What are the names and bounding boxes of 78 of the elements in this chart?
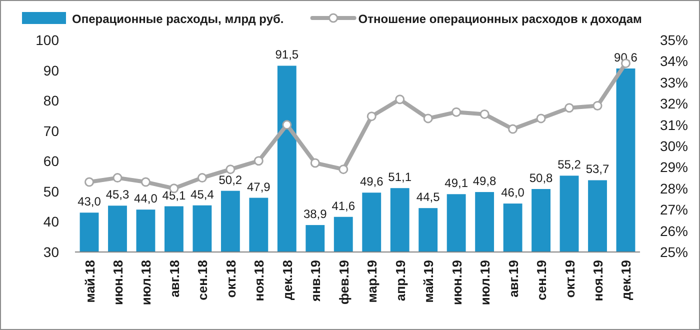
point <box>112 173 122 183</box>
legend-label: Операционные расходы, млрд руб. <box>72 12 284 26</box>
x-tick-label: сен.18 <box>195 260 210 300</box>
data-label: 38,9 <box>303 207 328 222</box>
x-tick-label: июн.19 <box>449 260 464 306</box>
x-tick-label: окт.18 <box>223 260 238 298</box>
data-label: 45,1 <box>162 188 186 202</box>
point <box>423 114 433 124</box>
x-tick-label: июл.19 <box>478 260 493 306</box>
x-tick-label: авг.19 <box>506 260 521 298</box>
data-label: 55,2 <box>558 158 582 172</box>
y-tick-label: 40 <box>43 214 60 230</box>
point <box>338 164 348 174</box>
legend-label: Отношение операционных расходов к доходам <box>358 12 642 26</box>
data-label: 91,5 <box>275 48 299 62</box>
data-label: 49,1 <box>444 176 468 190</box>
y-tick-label: 60 <box>43 153 60 170</box>
y2-tick-label: 26% <box>660 222 688 239</box>
point <box>366 112 376 122</box>
x-tick-label: июл.18 <box>138 260 154 306</box>
point <box>536 114 546 124</box>
y2-tick-label: 28% <box>660 180 688 196</box>
data-label: 50,2 <box>218 172 242 187</box>
x-tick-label: авг.18 <box>166 260 182 298</box>
data-label: 47,9 <box>246 180 271 194</box>
point <box>508 124 518 134</box>
y2-tick-label: 35% <box>660 32 688 48</box>
data-label: 44,5 <box>416 190 440 204</box>
y2-tick-label: 32% <box>660 96 688 112</box>
y2-tick-label: 33% <box>660 74 688 90</box>
data-label: 45,3 <box>106 188 130 202</box>
x-tick-label: май.19 <box>421 260 436 303</box>
x-tick-label: сен.19 <box>534 260 550 300</box>
point <box>564 103 574 113</box>
data-label: 51,1 <box>388 170 412 184</box>
data-label: 53,7 <box>586 162 610 176</box>
point <box>254 156 264 166</box>
point <box>395 94 405 104</box>
x-tick-label: ноя.19 <box>590 260 606 302</box>
x-tick-label: мар.19 <box>364 260 380 303</box>
data-label: 49,8 <box>472 174 497 188</box>
x-tick-label: фев.19 <box>336 260 352 304</box>
data-label: 49,6 <box>360 174 384 189</box>
x-tick-label: апр.19 <box>392 260 408 302</box>
x-tick-label: май.18 <box>82 260 98 303</box>
y2-tick-label: 34% <box>660 53 688 70</box>
data-label: 45,4 <box>190 187 214 202</box>
x-tick-label: июн.18 <box>110 260 126 306</box>
y-tick-label: 50 <box>43 183 60 200</box>
y2-tick-label: 31% <box>660 116 688 133</box>
point <box>197 173 207 183</box>
x-tick-label: дек.19 <box>618 260 634 300</box>
y2-tick-label: 25% <box>660 244 688 260</box>
x-tick-label: янв.19 <box>308 260 324 302</box>
x-tick-label: дек.18 <box>280 260 295 300</box>
point <box>84 177 94 187</box>
y-tick-label: 30 <box>43 244 60 260</box>
y-tick-label: 90 <box>43 62 60 78</box>
y2-tick-label: 29% <box>660 159 688 176</box>
point <box>140 177 150 187</box>
data-label: 44,0 <box>134 192 158 206</box>
point <box>310 158 320 168</box>
data-label: 46,0 <box>501 186 525 200</box>
data-label: 50,8 <box>529 171 554 186</box>
y-tick-label: 100 <box>36 32 60 48</box>
y-tick-label: 70 <box>43 122 60 139</box>
data-label: 41,6 <box>332 198 356 213</box>
y2-tick-label: 27% <box>660 202 688 218</box>
y2-tick-label: 30% <box>660 138 688 154</box>
point <box>226 164 236 174</box>
x-tick-label: окт.19 <box>562 260 578 298</box>
y-tick-label: 80 <box>43 92 60 109</box>
x-tick-label: ноя.18 <box>252 260 267 302</box>
point <box>282 120 292 130</box>
point <box>592 100 602 110</box>
point <box>452 107 462 117</box>
point <box>480 109 490 119</box>
data-label: 43,0 <box>78 194 102 209</box>
